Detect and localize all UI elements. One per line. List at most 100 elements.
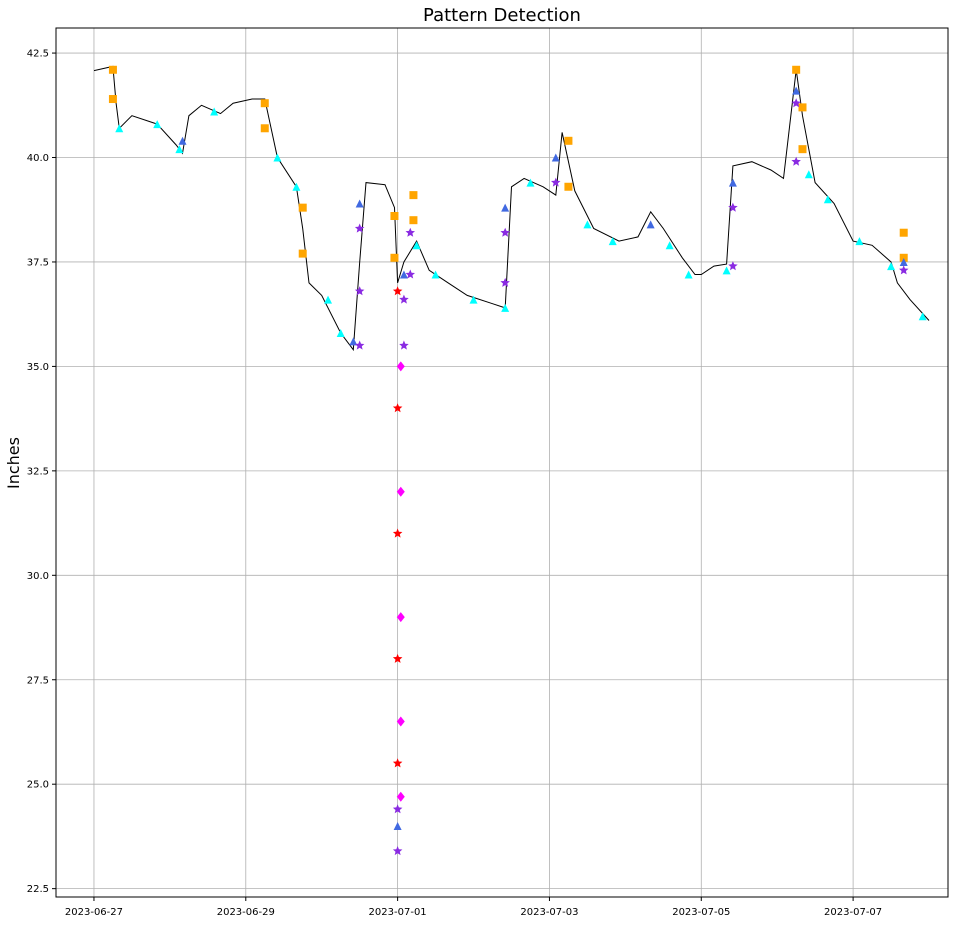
x-tick-label: 2023-06-27 [65, 907, 123, 918]
marker-star [791, 98, 801, 108]
y-tick-label: 25.0 [27, 780, 49, 791]
marker-square [108, 65, 117, 74]
marker-square [260, 124, 269, 133]
marker-triangle [722, 266, 731, 275]
y-tick-label: 42.5 [27, 49, 49, 60]
marker-star [791, 156, 801, 166]
x-tick-label: 2023-06-29 [217, 907, 275, 918]
y-tick-label: 35.0 [27, 362, 49, 373]
x-tick-label: 2023-07-07 [824, 907, 882, 918]
y-tick-label: 37.5 [27, 257, 49, 268]
marker-triangle [728, 178, 737, 187]
x-tick-label: 2023-07-03 [520, 907, 578, 918]
marker-star [399, 294, 409, 304]
marker-square [564, 182, 573, 191]
marker-square [409, 216, 418, 225]
marker-square [260, 99, 269, 108]
marker-square [792, 65, 801, 74]
marker-star [500, 227, 510, 237]
marker-star [392, 804, 403, 814]
marker-triangle [469, 295, 478, 304]
marker-diamond [396, 612, 405, 623]
marker-square [564, 136, 573, 145]
marker-triangle [431, 270, 440, 279]
marker-square [390, 212, 399, 221]
marker-triangle [175, 145, 184, 154]
x-tick-label: 2023-07-05 [672, 907, 730, 918]
marker-triangle [324, 295, 333, 304]
marker-triangle [792, 86, 801, 95]
marker-star [354, 340, 365, 350]
marker-triangle [273, 153, 282, 162]
marker-triangle [918, 312, 927, 321]
marker-triangle [583, 220, 592, 229]
marker-star [354, 286, 365, 296]
series-line [93, 65, 930, 352]
marker-triangle [665, 241, 674, 250]
marker-star [399, 340, 409, 350]
marker-square [798, 103, 807, 112]
marker-square [899, 228, 908, 237]
marker-triangle [292, 182, 301, 191]
marker-star [392, 528, 403, 538]
marker-star [392, 846, 403, 856]
y-tick-label: 40.0 [27, 153, 49, 164]
marker-triangle [608, 237, 617, 246]
marker-triangle [336, 328, 345, 337]
marker-triangle [804, 170, 813, 179]
marker-square [298, 249, 307, 258]
marker-triangle [526, 178, 535, 187]
y-axis-label: Inches [4, 437, 23, 489]
marker-square [298, 203, 307, 212]
marker-square [108, 95, 117, 104]
marker-star [551, 177, 561, 187]
marker-triangle [393, 821, 402, 830]
x-tick-label: 2023-07-01 [369, 907, 427, 918]
ticks: 2023-06-27 2023-06-29 2023-07-01 2023-07-03… [27, 49, 882, 918]
marker-star [728, 202, 738, 212]
y-tick-label: 32.5 [27, 466, 49, 477]
marker-triangle [823, 195, 832, 204]
marker-square [409, 191, 418, 200]
grid [56, 28, 948, 897]
marker-star [405, 227, 415, 237]
marker-star [392, 286, 403, 296]
y-tick-label: 27.5 [27, 675, 49, 686]
y-tick-label: 30.0 [27, 571, 49, 582]
marker-star [405, 269, 415, 279]
marker-square [899, 253, 908, 262]
marker-star [392, 758, 403, 768]
marker-triangle [899, 257, 908, 266]
chart-title: Pattern Detection [423, 5, 581, 26]
marker-triangle [684, 270, 693, 279]
marker-triangle [855, 237, 864, 246]
marker-triangle [551, 153, 560, 162]
marker-triangle [501, 203, 510, 212]
marker-star [899, 265, 909, 275]
marker-star [392, 403, 403, 413]
y-tick-label: 22.5 [27, 884, 49, 895]
marker-diamond [396, 361, 405, 372]
marker-square [390, 253, 399, 262]
marker-star [392, 653, 403, 663]
marker-triangle [646, 220, 655, 229]
marker-diamond [396, 716, 405, 727]
marker-triangle [399, 270, 408, 279]
marker-triangle [115, 124, 124, 133]
marker-triangle [412, 241, 421, 250]
marker-diamond [396, 486, 405, 497]
marker-triangle [887, 262, 896, 271]
marker-triangle [178, 136, 187, 145]
series-line-path [93, 65, 930, 352]
plot-frame [55, 27, 949, 898]
marker-square [798, 145, 807, 154]
marker-triangle [355, 199, 364, 208]
marker-triangle [349, 337, 358, 346]
marker-triangle [153, 120, 162, 129]
marker-star [500, 277, 510, 287]
marker-star [354, 223, 365, 233]
marker-diamond [396, 791, 405, 802]
